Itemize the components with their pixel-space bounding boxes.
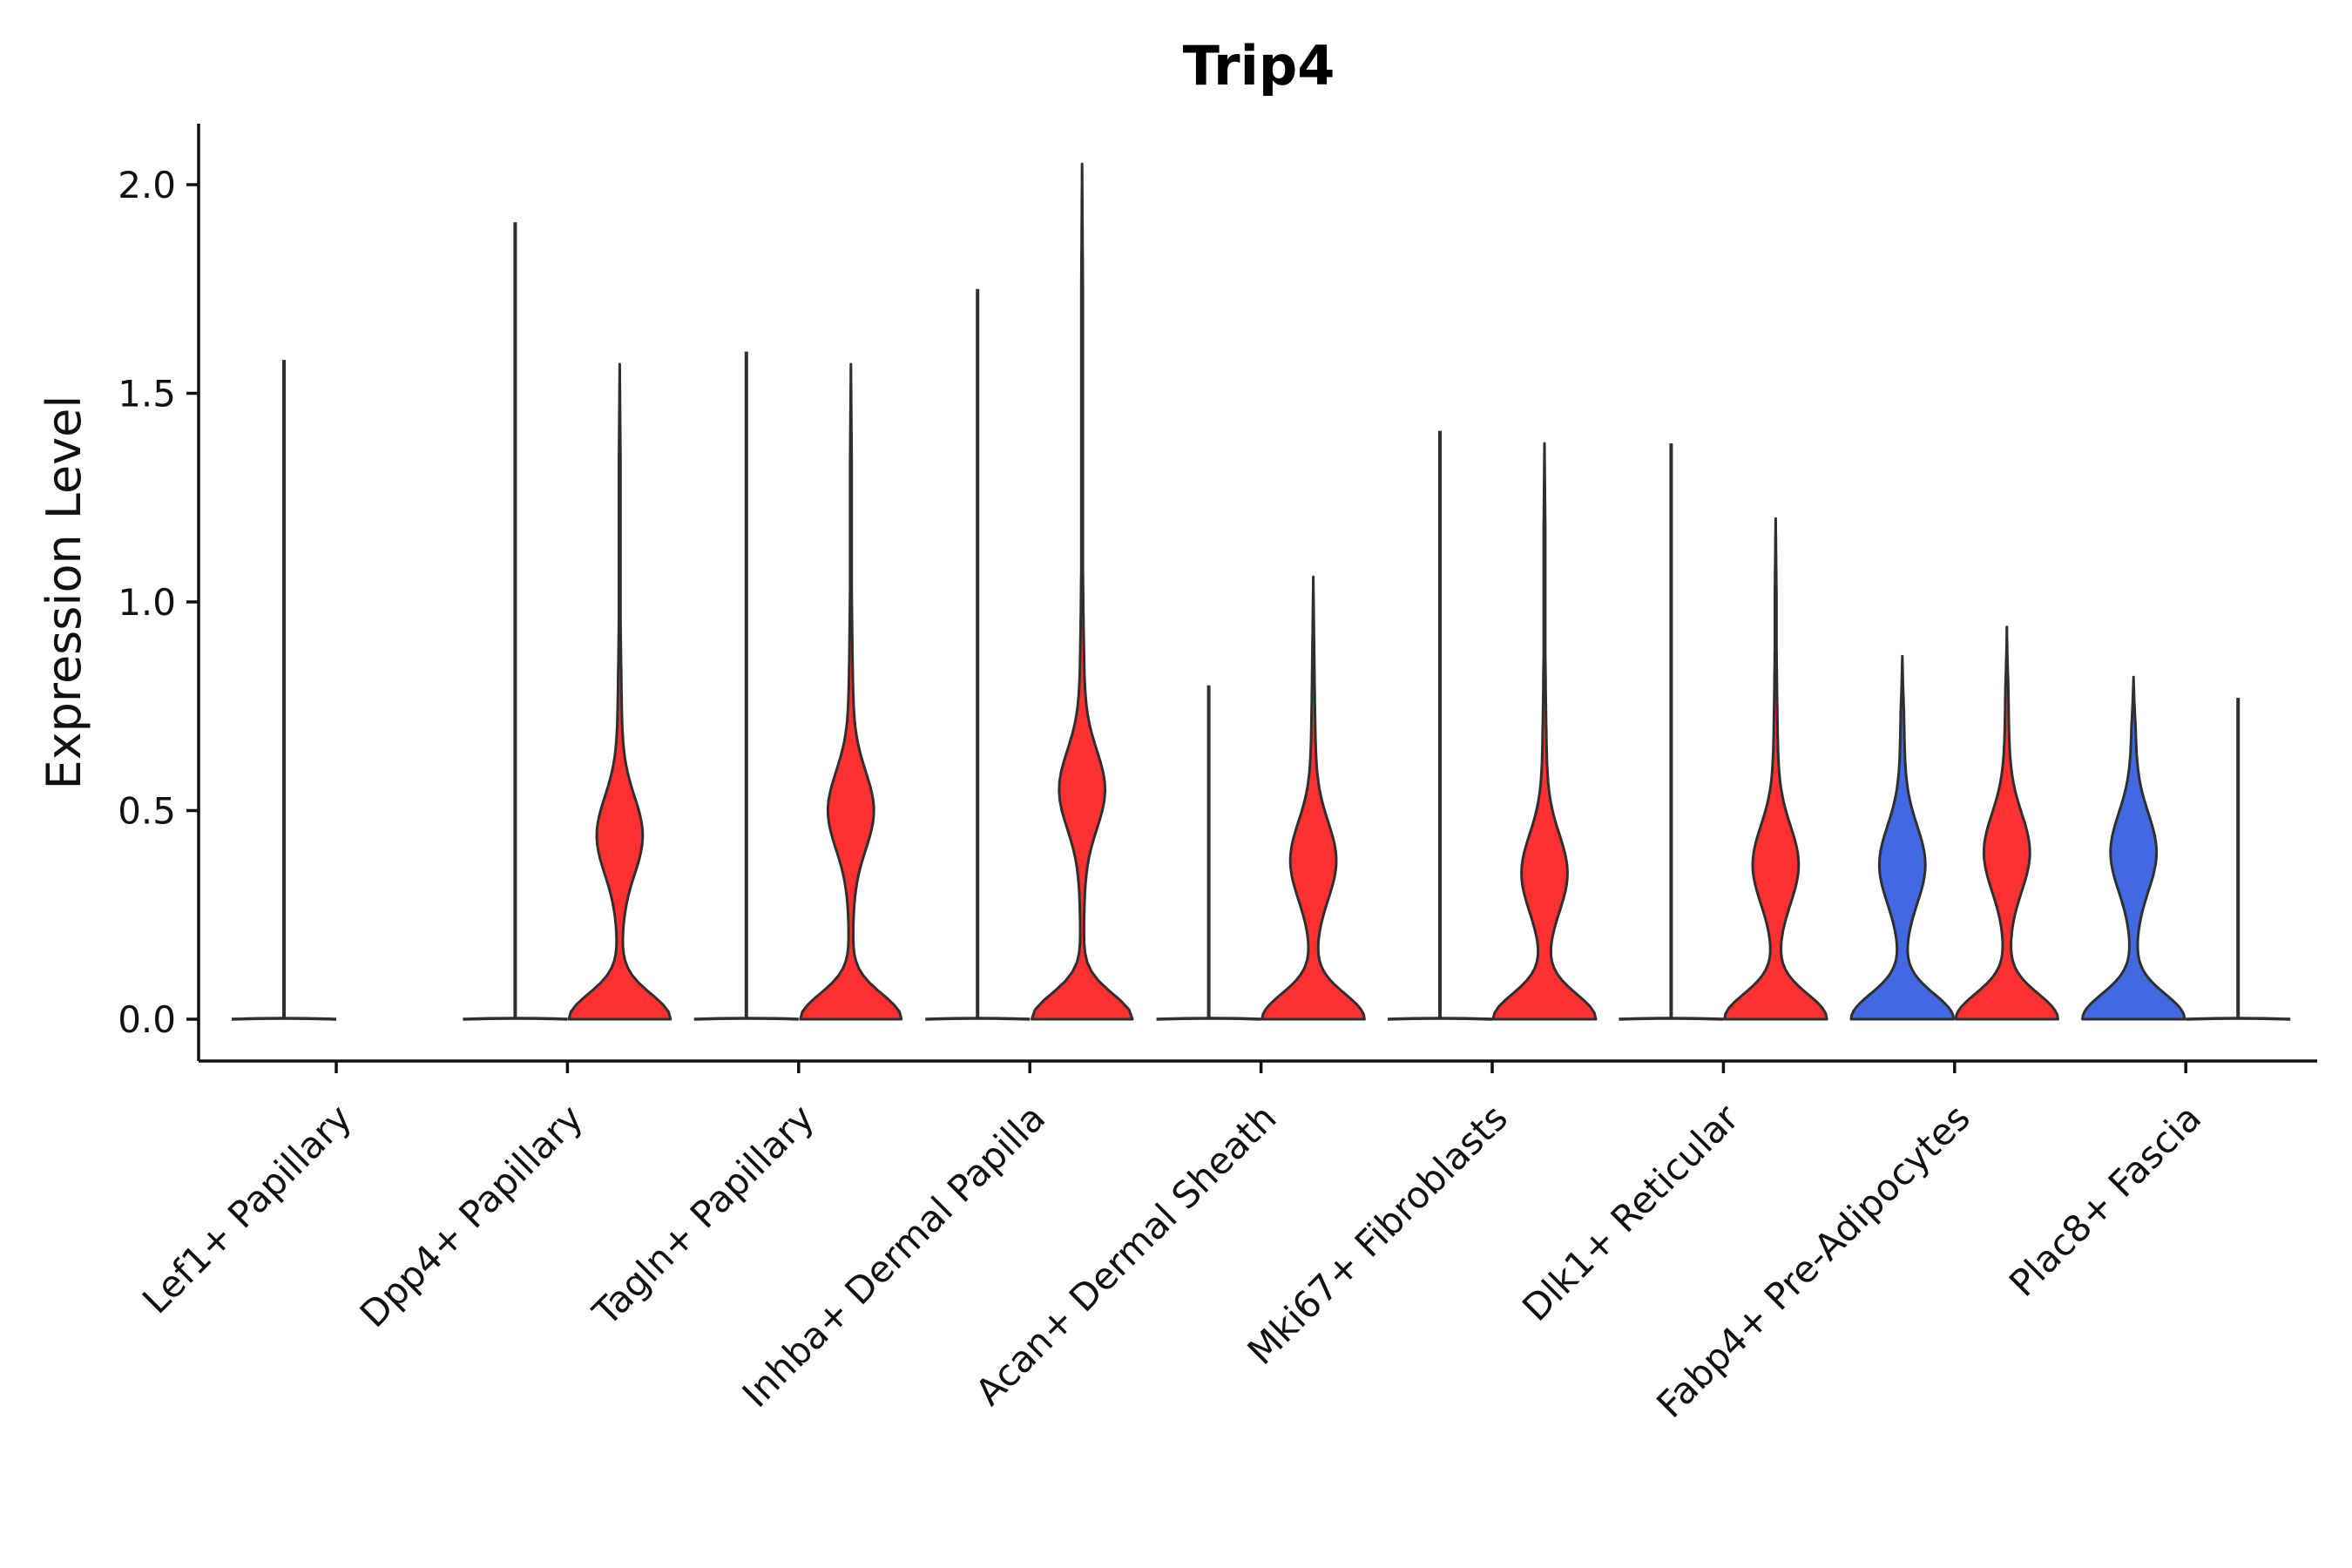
x-tick-label: Dpp4+ Papillary <box>352 1096 591 1335</box>
y-tick-label: 0.5 <box>118 790 176 833</box>
violin-group_b-1 <box>567 362 672 1021</box>
x-tick-label: Plac8+ Fascia <box>2001 1096 2209 1304</box>
violin-group_b-7 <box>1954 625 2059 1021</box>
y-tick-label: 0.0 <box>118 998 176 1041</box>
violin-group_b-4 <box>1260 575 1366 1021</box>
violin-layer <box>231 162 2291 1021</box>
violin-group_a-8 <box>2081 675 2186 1021</box>
y-tick-label: 2.0 <box>118 164 176 206</box>
violin-group_a-7 <box>1849 654 1956 1021</box>
violin-group_b-3 <box>1030 162 1134 1021</box>
chart-title: Trip4 <box>1183 34 1335 98</box>
y-axis-ticks: 0.0 0.5 1.0 1.5 2.0 <box>118 164 199 1041</box>
x-tick-label: Mki67+ Fibroblasts <box>1240 1096 1516 1372</box>
x-tick-label: Tagln+ Papillary <box>584 1096 821 1334</box>
y-tick-label: 1.5 <box>118 373 176 416</box>
y-axis-title: Expression Level <box>37 395 91 790</box>
x-tick-label: Dlk1+ Reticular <box>1514 1096 1747 1329</box>
axes <box>197 124 2317 1063</box>
y-tick-label: 1.0 <box>118 581 176 624</box>
violin-group_b-2 <box>799 362 903 1021</box>
violin-group_b-5 <box>1491 442 1598 1021</box>
x-tick-label: Lef1+ Papillary <box>134 1096 360 1321</box>
violin-group_b-6 <box>1723 517 1828 1021</box>
